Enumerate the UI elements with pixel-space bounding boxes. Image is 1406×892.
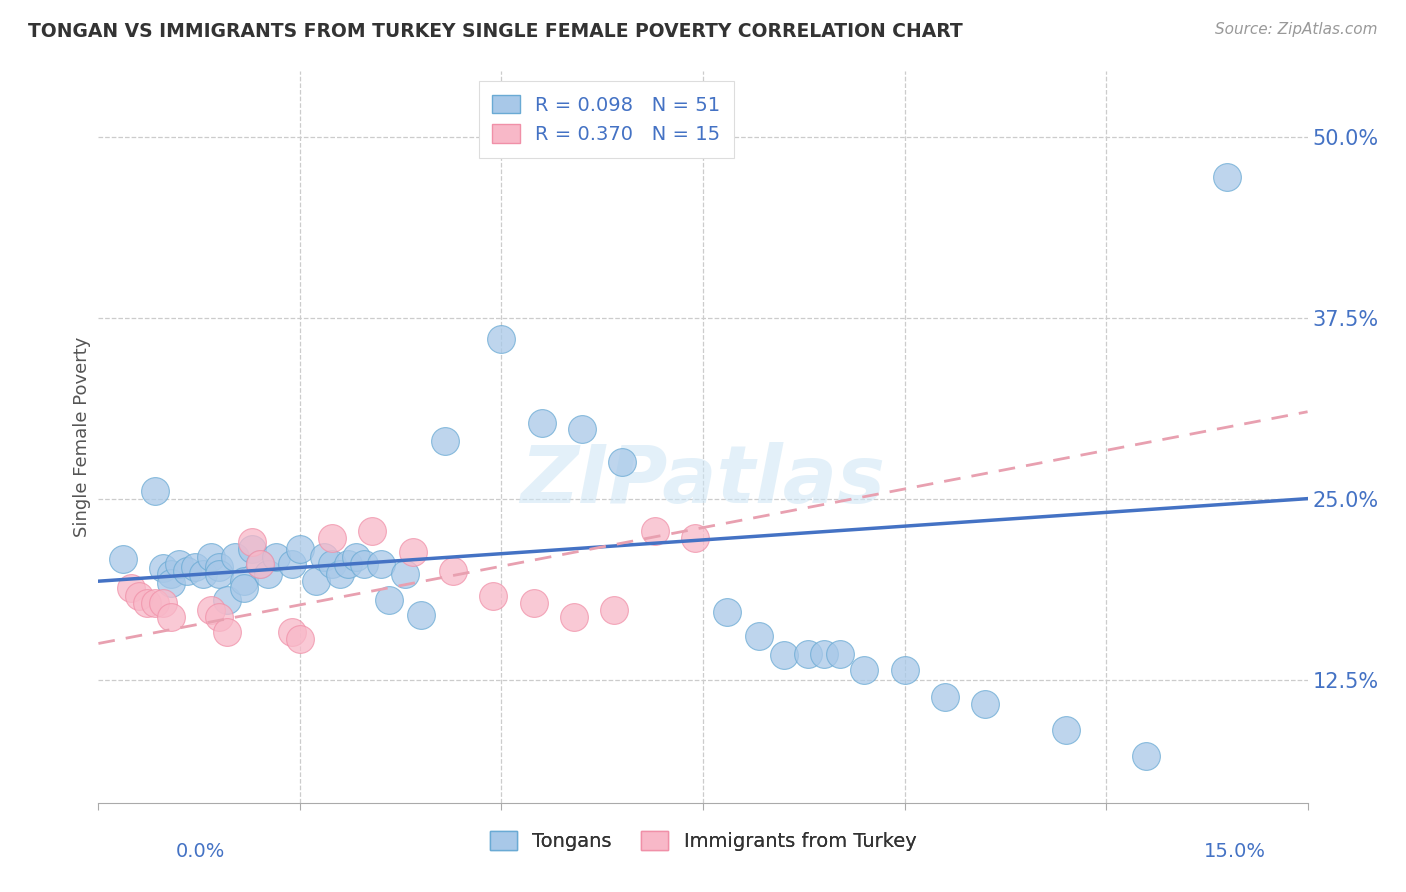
Text: Source: ZipAtlas.com: Source: ZipAtlas.com: [1215, 22, 1378, 37]
Point: [748, 629, 770, 643]
Point: [208, 610, 231, 624]
Point: [772, 648, 794, 662]
Point: [143, 484, 166, 499]
Point: [217, 624, 239, 639]
Y-axis label: Single Female Poverty: Single Female Poverty: [73, 337, 91, 537]
Point: [305, 574, 328, 589]
Point: [232, 582, 254, 596]
Point: [232, 574, 254, 589]
Point: [152, 596, 174, 610]
Point: [160, 610, 183, 624]
Point: [135, 596, 157, 610]
Point: [813, 647, 835, 661]
Text: TONGAN VS IMMIGRANTS FROM TURKEY SINGLE FEMALE POVERTY CORRELATION CHART: TONGAN VS IMMIGRANTS FROM TURKEY SINGLE …: [28, 22, 963, 41]
Point: [224, 549, 246, 564]
Point: [288, 542, 311, 557]
Point: [353, 557, 375, 571]
Point: [264, 549, 287, 564]
Point: [1135, 749, 1157, 764]
Point: [530, 417, 553, 431]
Point: [402, 545, 425, 559]
Point: [167, 557, 190, 571]
Point: [288, 632, 311, 647]
Point: [523, 596, 546, 610]
Point: [377, 593, 399, 607]
Point: [314, 549, 336, 564]
Point: [240, 542, 263, 557]
Point: [1216, 170, 1239, 185]
Point: [152, 561, 174, 575]
Point: [337, 557, 360, 571]
Point: [482, 589, 505, 603]
Point: [562, 610, 585, 624]
Point: [321, 531, 343, 545]
Point: [644, 524, 666, 538]
Point: [200, 603, 222, 617]
Point: [828, 647, 851, 661]
Point: [716, 605, 738, 619]
Legend: Tongans, Immigrants from Turkey: Tongans, Immigrants from Turkey: [482, 823, 924, 859]
Point: [603, 603, 626, 617]
Point: [441, 564, 464, 578]
Point: [200, 549, 222, 564]
Point: [281, 557, 304, 571]
Point: [193, 566, 215, 581]
Point: [361, 524, 384, 538]
Point: [281, 624, 304, 639]
Point: [370, 557, 392, 571]
Point: [160, 566, 183, 581]
Text: 15.0%: 15.0%: [1204, 842, 1265, 861]
Point: [249, 557, 271, 571]
Point: [409, 607, 432, 622]
Point: [176, 564, 198, 578]
Text: 0.0%: 0.0%: [176, 842, 225, 861]
Point: [612, 455, 634, 469]
Point: [217, 593, 239, 607]
Point: [329, 566, 352, 581]
Point: [853, 663, 876, 677]
Point: [934, 690, 956, 704]
Point: [128, 589, 150, 603]
Point: [974, 698, 997, 712]
Point: [208, 566, 231, 581]
Point: [256, 566, 278, 581]
Point: [240, 535, 263, 549]
Point: [797, 647, 820, 661]
Point: [491, 332, 513, 346]
Point: [321, 557, 343, 571]
Point: [184, 559, 207, 574]
Point: [120, 582, 142, 596]
Point: [571, 422, 593, 436]
Point: [394, 566, 416, 581]
Point: [111, 552, 134, 566]
Point: [249, 557, 271, 571]
Text: ZIPatlas: ZIPatlas: [520, 442, 886, 520]
Point: [683, 531, 706, 545]
Point: [893, 663, 915, 677]
Point: [344, 549, 367, 564]
Point: [160, 575, 183, 590]
Point: [1054, 723, 1077, 738]
Point: [143, 596, 166, 610]
Point: [208, 559, 231, 574]
Point: [434, 434, 457, 448]
